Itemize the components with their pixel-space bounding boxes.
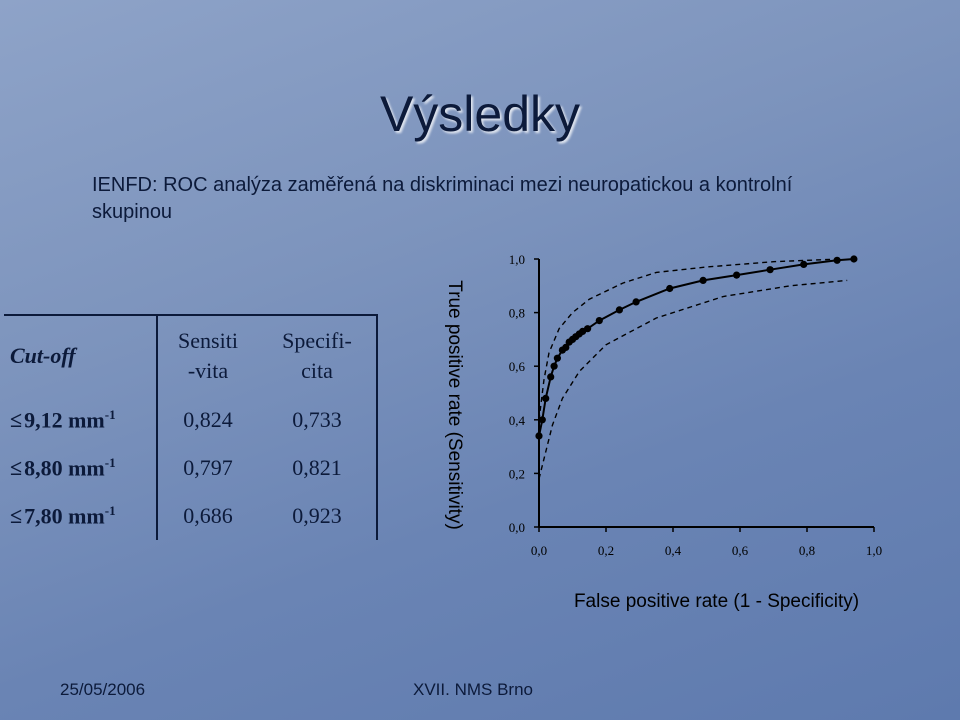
roc-point <box>666 284 674 293</box>
roc-point <box>766 266 774 274</box>
y-tick-label: 0,8 <box>509 306 525 321</box>
sensitivity-cell: 0,824 <box>183 407 233 432</box>
roc-point <box>538 416 546 424</box>
x-tick-label: 0,8 <box>799 543 815 558</box>
table-header-row: Cut-off Sensiti -vita Specifi- cita <box>4 315 378 396</box>
roc-point <box>542 394 550 402</box>
footer-date: 25/05/2006 <box>60 680 146 699</box>
roc-point <box>535 432 543 440</box>
roc-point <box>547 373 555 381</box>
footer-conference: XVII. NMS Brno <box>413 680 533 699</box>
header-specificity-line1: Specifi- <box>282 328 352 353</box>
roc-point <box>562 343 570 351</box>
table-row: ≤9,12 mm-1 0,824 0,733 <box>4 396 378 444</box>
specificity-cell: 0,821 <box>258 444 378 492</box>
le-symbol: ≤ <box>10 503 23 529</box>
cutoff-exponent: -1 <box>104 502 116 518</box>
header-cutoff-label: Cut-off <box>10 343 76 368</box>
specificity-cell: 0,733 <box>258 396 378 444</box>
header-specificity-line2: cita <box>301 358 333 383</box>
roc-point <box>833 256 841 264</box>
roc-point <box>800 260 808 268</box>
confidence-band-line <box>538 279 848 479</box>
y-tick-label: 1,0 <box>509 252 525 267</box>
cutoff-value: 9,12 mm <box>24 407 105 433</box>
cutoff-value: 8,80 mm <box>24 455 105 481</box>
header-sensitivity: Sensiti -vita <box>157 315 258 396</box>
roc-point <box>550 362 558 370</box>
roc-chart: 0,0 0,2 0,4 0,6 0,8 1,0 0,0 0,2 0,4 0,6 0,8 1,0 Fals… <box>430 240 950 660</box>
le-symbol: ≤ <box>10 455 23 481</box>
roc-point <box>632 298 640 306</box>
roc-point <box>699 276 707 284</box>
roc-point <box>584 325 592 333</box>
roc-point <box>615 306 623 314</box>
x-axis-label: False positive rate (1 - Specificity) <box>574 591 859 612</box>
cutoff-exponent: -1 <box>104 406 116 422</box>
confidence-band-line <box>538 258 841 420</box>
cutoff-cell: ≤7,80 mm-1 <box>4 492 158 540</box>
cutoff-exponent: -1 <box>104 454 116 470</box>
roc-point <box>553 354 561 362</box>
table-row: ≤8,80 mm-1 0,797 0,821 <box>4 444 378 492</box>
cutoff-cell: ≤9,12 mm-1 <box>4 396 158 444</box>
x-tick-label: 0,2 <box>598 543 614 558</box>
roc-curve-line <box>538 258 854 437</box>
x-tick-label: 0,6 <box>732 543 749 558</box>
roc-point <box>733 271 741 279</box>
header-sensitivity-line2: -vita <box>187 358 229 383</box>
header-sensitivity-line1: Sensiti <box>178 328 238 353</box>
table-row: ≤7,80 mm-1 0,686 0,923 <box>4 492 378 540</box>
y-tick-label: 0,6 <box>509 359 526 374</box>
y-tick-label: 0,0 <box>509 520 525 535</box>
x-tick-label: 0,0 <box>531 543 547 558</box>
header-specificity: Specifi- cita <box>258 315 378 396</box>
slide-subtitle: IENFD: ROC analýza zaměřená na diskrimin… <box>92 174 793 223</box>
roc-point <box>595 317 603 325</box>
roc-chart-svg: 0,0 0,2 0,4 0,6 0,8 1,0 0,0 0,2 0,4 0,6 0,8 1,0 Fals… <box>444 252 882 612</box>
slide-title: Výsledky <box>379 86 581 142</box>
header-cutoff: Cut-off <box>4 315 158 396</box>
roc-point <box>850 255 858 263</box>
sensitivity-cell: 0,686 <box>183 503 233 528</box>
cutoff-table: Cut-off Sensiti -vita Specifi- cita ≤9,1… <box>4 314 378 540</box>
y-tick-label: 0,2 <box>509 466 525 481</box>
y-tick-label: 0,4 <box>509 413 526 428</box>
x-tick-label: 0,4 <box>665 543 682 558</box>
specificity-cell: 0,923 <box>258 492 378 540</box>
x-tick-label: 1,0 <box>866 543 882 558</box>
cutoff-cell: ≤8,80 mm-1 <box>4 444 158 492</box>
cutoff-value: 7,80 mm <box>24 503 105 529</box>
sensitivity-cell: 0,797 <box>183 455 233 480</box>
le-symbol: ≤ <box>10 407 23 433</box>
y-axis-label: True positive rate (Sensitivity) <box>444 280 465 530</box>
